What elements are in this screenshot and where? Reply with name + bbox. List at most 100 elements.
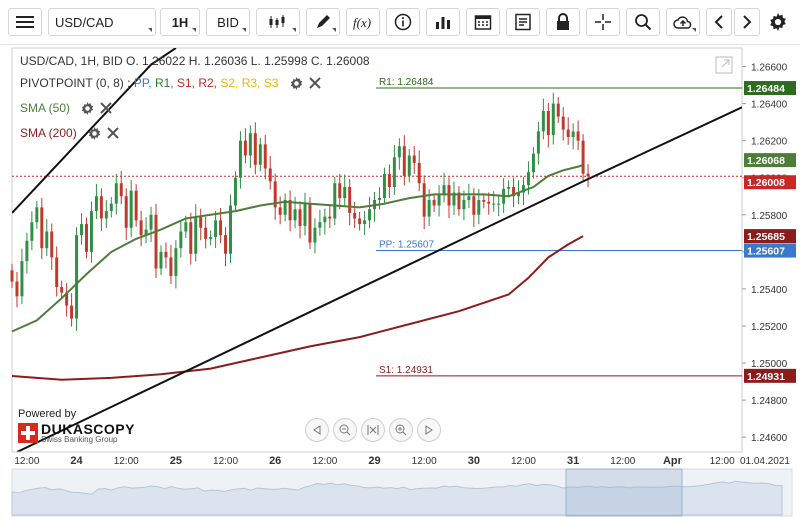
candle-body: [457, 192, 461, 210]
candle-body: [497, 203, 501, 205]
sma50-remove-icon[interactable]: [100, 102, 113, 115]
scroll-right-button[interactable]: [734, 8, 760, 36]
candle-body: [104, 211, 108, 219]
candle-body: [85, 224, 88, 252]
candle-body: [377, 198, 381, 200]
crosshair-icon: [595, 14, 611, 30]
menu-button[interactable]: [8, 8, 42, 36]
sma50-label: SMA (50): [20, 101, 71, 115]
candle-body: [392, 157, 396, 187]
s1-badge-text: 1.24931: [747, 371, 785, 383]
draw-tools-button[interactable]: [306, 8, 340, 36]
candle-body: [412, 155, 416, 163]
candle-body: [382, 174, 386, 199]
scroll-back-button[interactable]: [305, 418, 329, 442]
candle-body: [427, 199, 431, 217]
candle-body: [422, 183, 426, 217]
pivot-item-s2: S2,: [220, 76, 242, 90]
pivot-settings-icon[interactable]: [290, 77, 303, 91]
pencil-icon: [317, 15, 330, 28]
popout-icon[interactable]: [715, 56, 733, 74]
symbol-select[interactable]: USD/CAD: [48, 8, 156, 36]
candle-body: [25, 240, 29, 262]
candle-body: [363, 220, 367, 225]
candle-body: [263, 144, 267, 169]
candle-body: [492, 203, 496, 205]
indicators-button[interactable]: f(x): [346, 8, 380, 36]
sma50-settings-icon[interactable]: [81, 102, 94, 116]
candle-body: [343, 186, 347, 199]
info-button[interactable]: [386, 8, 420, 36]
candle-body: [149, 214, 153, 230]
candle-body: [248, 133, 252, 156]
calendar-button[interactable]: [466, 8, 500, 36]
pivot-legend: PIVOTPOINT (0, 8) : PP, R1, S1, R2, S2, …: [20, 76, 321, 91]
candle-body: [293, 209, 297, 221]
hamburger-icon: [16, 16, 34, 28]
upload-button[interactable]: [666, 8, 700, 36]
timeframe-select[interactable]: 1H: [160, 8, 200, 36]
chart-type-button[interactable]: [256, 8, 300, 36]
candle-body: [487, 201, 491, 204]
zoom-in-button[interactable]: [389, 418, 413, 442]
price-type-select[interactable]: BID: [206, 8, 250, 36]
candle-body: [189, 222, 193, 254]
x-tick-label: 30: [468, 455, 480, 467]
y-tick-label: 1.26600: [751, 63, 788, 74]
zoom-out-button[interactable]: [333, 418, 357, 442]
candle-body: [209, 237, 213, 239]
candle-body: [303, 203, 307, 226]
candle-body: [129, 190, 133, 228]
candle-body: [169, 257, 173, 276]
crosshair-button[interactable]: [586, 8, 620, 36]
toolbar: USD/CAD 1H BID f(x): [0, 0, 800, 45]
candle-body: [556, 103, 560, 117]
zoom-button[interactable]: [626, 8, 660, 36]
bar-chart-icon: [436, 17, 450, 29]
candle-body: [368, 209, 372, 221]
sma200-settings-icon[interactable]: [88, 127, 101, 141]
candle-body: [40, 207, 44, 249]
triangle-right-icon: [425, 425, 433, 435]
r1-badge-text: 1.26484: [747, 83, 785, 95]
pivot-item-r2: R2,: [198, 76, 221, 90]
y-tick-label: 1.25000: [751, 359, 788, 370]
candle-body: [323, 216, 327, 223]
pivot-remove-icon[interactable]: [309, 77, 321, 90]
sma200-legend: SMA (200): [20, 126, 119, 141]
x-tick-label: 12:00: [511, 456, 536, 467]
pp-badge-text: 1.25607: [747, 246, 785, 258]
scroll-left-button[interactable]: [706, 8, 732, 36]
news-button[interactable]: [506, 8, 540, 36]
candle-body: [278, 207, 282, 215]
candle-body: [571, 131, 575, 137]
x-tick-label: 12:00: [14, 456, 39, 467]
candle-body: [94, 196, 98, 212]
settings-button[interactable]: [764, 8, 792, 36]
lock-button[interactable]: [546, 8, 580, 36]
candle-body: [432, 199, 436, 206]
candle-body: [288, 199, 292, 221]
upper-channel-trendline: [12, 48, 177, 214]
y-tick-label: 1.25200: [751, 322, 788, 333]
candle-body: [507, 186, 511, 189]
price-chart[interactable]: R1: 1.26484 PP: 1.25607 S1: 1.24931 1.2660…: [0, 44, 800, 520]
y-tick-label: 1.26200: [751, 137, 788, 148]
sma200-remove-icon[interactable]: [107, 127, 119, 140]
lock-icon: [557, 13, 569, 30]
scroll-forward-button[interactable]: [417, 418, 441, 442]
chart-area[interactable]: R1: 1.26484 PP: 1.25607 S1: 1.24931 1.2660…: [0, 44, 800, 520]
candle-body: [576, 131, 580, 141]
logo-subtitle: Swiss Banking Group: [41, 435, 118, 444]
volume-button[interactable]: [426, 8, 460, 36]
fit-button[interactable]: [361, 418, 385, 442]
triangle-left-icon: [313, 425, 321, 435]
candle-body: [45, 231, 49, 249]
candle-body: [462, 199, 466, 210]
sma50-line: [11, 164, 584, 333]
y-tick-label: 1.25800: [751, 211, 788, 222]
x-tick-label: 31: [567, 455, 579, 467]
x-tick-label: Apr: [663, 455, 683, 467]
y-tick-label: 1.26400: [751, 100, 788, 111]
candle-body: [298, 209, 302, 226]
